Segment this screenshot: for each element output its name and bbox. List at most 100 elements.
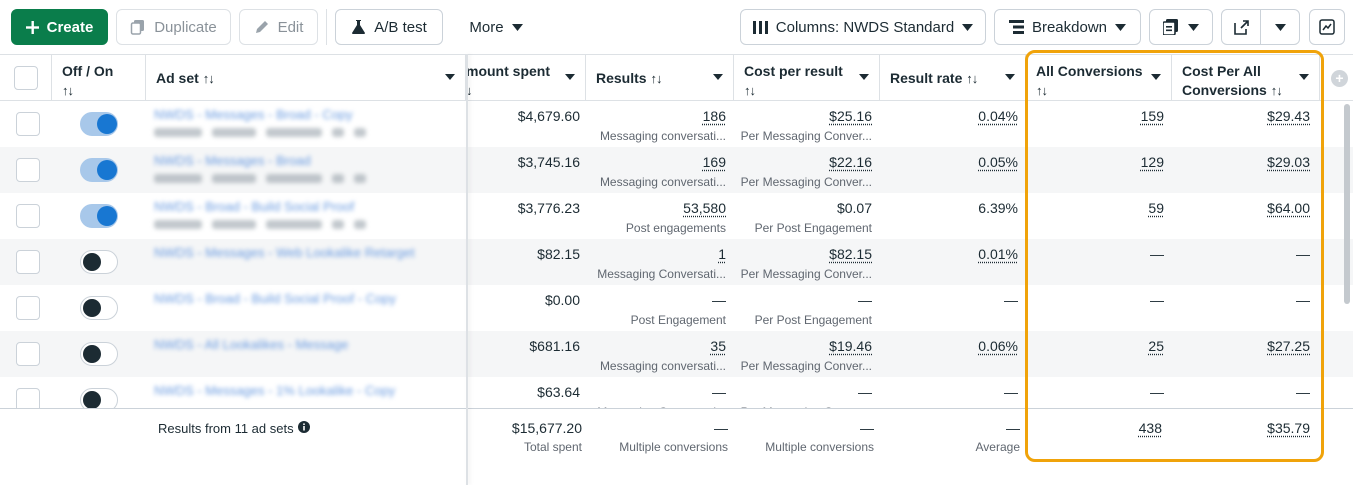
cell-value[interactable]: 35 [710,338,726,354]
header-cost-per-all-conversions[interactable]: Cost Per All Conversions ↑↓ [1172,55,1320,101]
cell-value[interactable]: 0.04% [978,108,1018,124]
cell-value[interactable]: 0.01% [978,246,1018,262]
ad-set-name-link[interactable]: NWDS - Messages - Web Lookalike Retarget [154,245,415,260]
row-action[interactable] [354,220,366,229]
cell-value: $3,776.23 [517,200,580,216]
ad-set-name-link[interactable]: NWDS - Messages - Broad - Copy [154,107,353,122]
row-action[interactable] [212,174,256,183]
header-ad-set[interactable]: Ad set ↑↓ [146,55,466,101]
select-all-checkbox[interactable] [14,66,38,90]
reports-button[interactable] [1149,9,1213,45]
ad-set-name-link[interactable]: NWDS - Broad - Build Social Proof - Copy [154,291,397,306]
cell-value[interactable]: 186 [702,108,726,124]
export-button[interactable] [1221,9,1261,45]
cell-value[interactable]: $82.15 [829,246,872,262]
duplicate-button[interactable]: Duplicate [116,9,231,45]
ad-set-toggle[interactable] [80,204,118,228]
footer-allconv-value[interactable]: 438 [1138,420,1162,436]
row-checkbox[interactable] [16,250,40,274]
ad-set-toggle[interactable] [80,342,118,366]
ad-set-toggle[interactable] [80,158,118,182]
cell-value[interactable]: 129 [1140,154,1164,170]
info-icon[interactable] [297,421,310,436]
row-checkbox[interactable] [16,204,40,228]
table-row[interactable]: NWDS - Messages - Broad $3,745.16 169 Messa… [0,147,1353,193]
cell-value[interactable]: 0.06% [978,338,1018,354]
row-action[interactable] [212,220,256,229]
row-action[interactable] [354,128,366,137]
ad-set-row-actions[interactable] [154,174,366,186]
table-row[interactable]: NWDS - Messages - Web Lookalike Retarget… [0,239,1353,285]
ad-set-name-link[interactable]: NWDS - Messages - Broad [154,153,311,168]
row-checkbox[interactable] [16,296,40,320]
cell-value[interactable]: $19.46 [829,338,872,354]
cell-value[interactable]: 169 [702,154,726,170]
table-row[interactable]: NWDS - All Lookalikes - Message $681.16 35… [0,331,1353,377]
cell-value[interactable]: 53,580 [683,200,726,216]
charts-button[interactable] [1309,9,1345,45]
row-action[interactable] [332,128,344,137]
cell-value[interactable]: 1 [718,246,726,262]
cell-value[interactable]: $25.16 [829,108,872,124]
ad-set-row-actions[interactable] [154,220,366,232]
cell-value[interactable]: $29.03 [1267,154,1310,170]
cell-results: 35 Messaging conversati... [586,331,734,377]
footer-cpac-value[interactable]: $35.79 [1267,420,1310,436]
vertical-scrollbar[interactable] [1344,104,1350,304]
table-row[interactable]: NWDS - Broad - Build Social Proof $3,776.… [0,193,1353,239]
header-cost-per-result[interactable]: Cost per result ↑↓ [734,55,880,101]
ad-set-toggle[interactable] [80,296,118,320]
cell-value: $0.07 [836,200,872,216]
ad-set-name-link[interactable]: NWDS - Broad - Build Social Proof [154,199,355,214]
cell-value[interactable]: 25 [1148,338,1164,354]
row-action[interactable] [266,128,322,137]
table-row[interactable]: NWDS - Broad - Build Social Proof - Copy… [0,285,1353,331]
cell-value[interactable]: $27.25 [1267,338,1310,354]
row-checkbox[interactable] [16,158,40,182]
export-dropdown-button[interactable] [1260,9,1300,45]
header-results[interactable]: Results ↑↓ [586,55,734,101]
table-row[interactable]: NWDS - Messages - Broad - Copy $4,679.60 1… [0,101,1353,147]
row-action[interactable] [266,174,322,183]
more-button[interactable]: More [458,9,534,45]
cell-value[interactable]: $64.00 [1267,200,1310,216]
cell-value[interactable]: 0.05% [978,154,1018,170]
row-action[interactable] [154,174,202,183]
cell-value[interactable]: 159 [1140,108,1164,124]
cell-spent: $3,776.23 [466,193,588,239]
ab-test-button[interactable]: A/B test [335,9,443,45]
cell-value[interactable]: 59 [1148,200,1164,216]
columns-label: Columns: NWDS Standard [775,18,955,36]
header-amount-spent[interactable]: mount spent ↓ [466,55,586,101]
header-select-all [0,55,52,101]
edit-button[interactable]: Edit [239,9,318,45]
cell-value[interactable]: $22.16 [829,154,872,170]
create-button[interactable]: Create [11,9,108,45]
ad-set-row-actions[interactable] [154,128,366,140]
ad-set-toggle[interactable] [80,250,118,274]
row-checkbox[interactable] [16,112,40,136]
add-column-icon[interactable]: + [1331,70,1348,87]
row-action[interactable] [154,220,202,229]
ad-set-name-link[interactable]: NWDS - All Lookalikes - Message [154,337,349,352]
row-checkbox[interactable] [16,342,40,366]
ad-set-name-link[interactable]: NWDS - Messages - 1% Lookalike - Copy [154,383,396,398]
row-action[interactable] [354,174,366,183]
footer-summary: Results from 11 ad sets [158,421,310,436]
columns-button[interactable]: Columns: NWDS Standard [740,9,986,45]
header-off-on[interactable]: Off / On ↑↓ [52,55,146,101]
cell-value: — [712,384,726,400]
row-action[interactable] [332,220,344,229]
breakdown-button[interactable]: Breakdown [994,9,1141,45]
header-all-conversions[interactable]: All Conversions ↑↓ [1026,55,1172,101]
footer-spent-value: $15,677.20 [511,420,582,436]
row-action[interactable] [212,128,256,137]
ad-set-toggle[interactable] [80,112,118,136]
cell-value[interactable]: $29.43 [1267,108,1310,124]
row-action[interactable] [332,174,344,183]
header-result-rate[interactable]: Result rate ↑↓ [880,55,1026,101]
footer-spent-sub: Total spent [523,440,582,454]
row-action[interactable] [154,128,202,137]
row-action[interactable] [266,220,322,229]
cell-cpac: — [1172,377,1318,423]
